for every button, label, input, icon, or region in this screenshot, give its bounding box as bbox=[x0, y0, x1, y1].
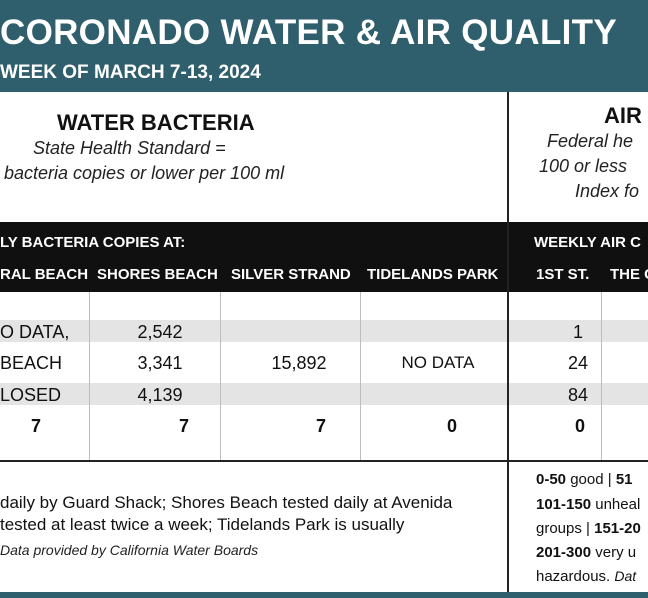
air-row-stripe bbox=[509, 320, 648, 342]
water-footnote-line2: tested at least twice a week; Tidelands … bbox=[0, 515, 405, 534]
table-cell: 2,542 bbox=[137, 322, 183, 342]
table-cell: 1 bbox=[572, 322, 584, 342]
total-cell: 7 bbox=[315, 416, 327, 436]
water-standard-line2: bacteria copies or lower per 100 ml bbox=[4, 163, 285, 183]
aqi-legend-line4: 201-300 very u bbox=[536, 544, 637, 561]
table-bottom-rule bbox=[0, 460, 648, 462]
air-bar-label: WEEKLY AIR C bbox=[534, 234, 641, 251]
water-table-header bbox=[0, 222, 507, 292]
air-heading: AIR bbox=[604, 103, 642, 128]
water-footnote-line1: daily by Guard Shack; Shores Beach teste… bbox=[0, 493, 453, 512]
total-cell: 7 bbox=[178, 416, 190, 436]
aqi-legend-line2: 101-150 unheal bbox=[536, 496, 641, 513]
total-cell: 7 bbox=[30, 416, 42, 436]
air-row-stripe bbox=[509, 383, 648, 405]
water-bar-label: LY BACTERIA COPIES AT: bbox=[0, 234, 186, 251]
air-standard-line1: Federal he bbox=[547, 131, 634, 151]
table-cell: O DATA, bbox=[0, 322, 70, 342]
col-header-1st-st: 1ST ST. bbox=[536, 266, 590, 283]
aqi-legend-line5: hazardous. Dat bbox=[536, 568, 637, 585]
week-subtitle: WEEK OF MARCH 7-13, 2024 bbox=[0, 62, 261, 83]
col-header-shores-beach: SHORES BEACH bbox=[97, 266, 218, 283]
column-separator bbox=[220, 292, 221, 460]
air-standard-line3: Index fo bbox=[575, 181, 640, 201]
table-cell: 15,892 bbox=[271, 353, 327, 373]
water-row-stripe bbox=[0, 320, 507, 342]
col-header-coronado-central-beach: RAL BEACH bbox=[0, 266, 89, 283]
col-header-air-second: THE C bbox=[610, 266, 648, 283]
table-cell: LOSED bbox=[0, 385, 62, 405]
table-cell: 3,341 bbox=[137, 353, 183, 373]
table-cell: 24 bbox=[567, 353, 589, 373]
table-cell: 84 bbox=[567, 385, 589, 405]
water-row-stripe bbox=[0, 383, 507, 405]
section-divider bbox=[507, 92, 509, 598]
page-title: CORONADO WATER & AIR QUALITY bbox=[0, 13, 617, 52]
col-header-silver-strand: SILVER STRAND bbox=[231, 266, 351, 283]
water-standard-line1: State Health Standard = bbox=[33, 138, 226, 158]
col-header-tidelands-park: TIDELANDS PARK bbox=[367, 266, 499, 283]
column-separator bbox=[360, 292, 361, 460]
footer-bar bbox=[0, 592, 648, 598]
water-heading: WATER BACTERIA bbox=[57, 110, 255, 135]
aqi-legend-line3: groups | 151-20 bbox=[536, 520, 641, 537]
air-standard-line2: 100 or less bbox=[539, 156, 628, 176]
header-banner bbox=[0, 0, 648, 92]
table-cell: BEACH bbox=[0, 353, 63, 373]
air-table-header bbox=[509, 222, 648, 292]
table-cell: 4,139 bbox=[137, 385, 183, 405]
water-source: Data provided by California Water Boards bbox=[0, 542, 259, 558]
aqi-legend-line1: 0-50 good | 51 bbox=[536, 471, 633, 488]
column-separator bbox=[89, 292, 90, 460]
table-cell: NO DATA bbox=[401, 353, 475, 372]
total-cell: 0 bbox=[574, 416, 586, 436]
column-separator bbox=[601, 292, 602, 460]
total-cell: 0 bbox=[446, 416, 458, 436]
